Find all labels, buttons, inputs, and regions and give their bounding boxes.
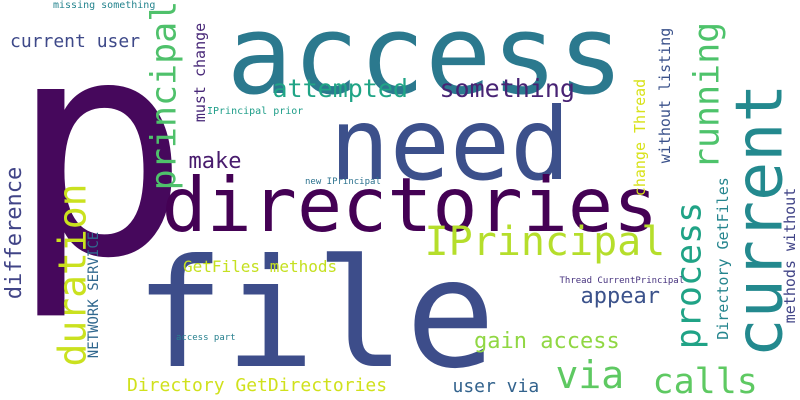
word-access: access bbox=[226, 0, 624, 119]
word-something: something bbox=[439, 73, 575, 103]
word-appear: appear bbox=[580, 284, 660, 309]
word-user-via: user via bbox=[452, 376, 540, 397]
word-via: via bbox=[555, 353, 625, 397]
word-access-part: access part bbox=[176, 332, 236, 343]
word-running: running bbox=[687, 21, 728, 169]
word-without-listing: without listing bbox=[655, 27, 674, 163]
word-current-user: current user bbox=[10, 31, 141, 52]
word-directories: directories bbox=[161, 160, 659, 249]
word-gain-access: gain access bbox=[474, 329, 620, 354]
word-iprincipal: IPrincipal bbox=[424, 219, 666, 265]
word-need: need bbox=[329, 86, 571, 203]
word-directory-getfiles: Directory GetFiles bbox=[713, 176, 732, 340]
word-change-thread: change Thread bbox=[630, 78, 649, 196]
word-iprincipal-prior: IPrincipal prior bbox=[207, 106, 304, 117]
word-must-change: must change bbox=[190, 22, 209, 122]
word-methods-without: methods without bbox=[780, 187, 799, 323]
word-missing-something: missing something bbox=[53, 0, 156, 11]
word-p: p bbox=[9, 0, 191, 324]
word-new-iprincipal: new IPrincipal bbox=[305, 176, 381, 187]
word-file: file bbox=[134, 228, 496, 400]
word-getfiles-methods: GetFiles methods bbox=[183, 257, 338, 276]
word-directory-getdirectories: Directory GetDirectories bbox=[127, 375, 388, 396]
word-calls: calls bbox=[652, 362, 758, 400]
word-process: process bbox=[669, 201, 710, 349]
word-thread-currentprincipal: Thread CurrentPrincipal bbox=[559, 275, 685, 286]
word-difference: difference bbox=[2, 166, 28, 300]
word-network-service: NETWORK SERVICE bbox=[86, 231, 103, 359]
word-principal: principal bbox=[144, 0, 185, 190]
word-attempted: attempted bbox=[272, 73, 408, 103]
word-make: make bbox=[188, 149, 242, 174]
